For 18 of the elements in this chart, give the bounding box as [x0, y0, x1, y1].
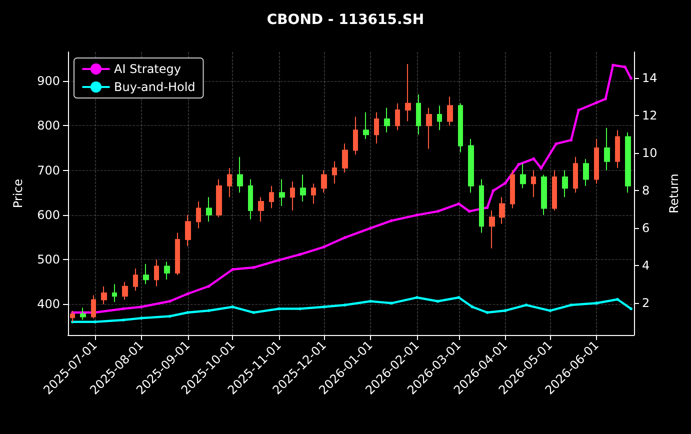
y2-tick-label: 4 — [642, 258, 650, 273]
y2-tick-label: 14 — [642, 71, 658, 86]
y2-tick-label: 2 — [642, 296, 650, 310]
y-tick-label: 600 — [37, 208, 60, 222]
y-axis-title: Price — [11, 178, 25, 208]
y2-axis-title: Return — [667, 174, 682, 214]
y2-tick-label: 8 — [642, 184, 650, 198]
y-tick-label: 800 — [37, 118, 60, 133]
legend-label: AI Strategy — [114, 62, 181, 76]
legend-label: Buy-and-Hold — [114, 80, 196, 94]
y-tick-label: 500 — [37, 252, 60, 267]
y2-tick-label: 10 — [642, 146, 658, 160]
y2-tick-label: 6 — [642, 221, 650, 236]
y-tick-label: 700 — [37, 163, 60, 178]
y-tick-label: 400 — [37, 297, 60, 312]
y2-tick-label: 12 — [642, 108, 658, 123]
chart-title: CBOND - 113615.SH — [266, 12, 424, 28]
y-tick-label: 900 — [37, 74, 60, 88]
